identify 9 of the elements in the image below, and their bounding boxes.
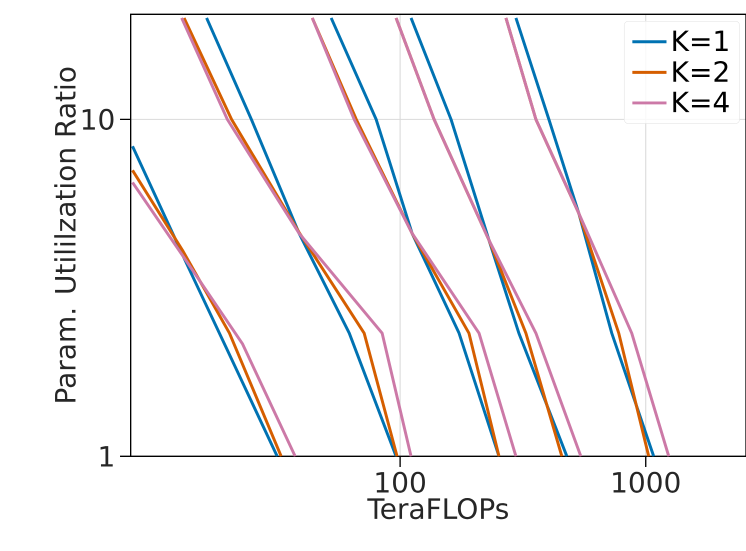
- y-tick-label: 1: [100, 446, 113, 467]
- legend-label: K=1: [673, 30, 728, 51]
- x-tick-label: 1000: [613, 472, 680, 493]
- y-tick-label: 10: [82, 108, 114, 130]
- y-axis-title: Param. Utililzation Ratio: [54, 68, 76, 402]
- x-tick-label: 100: [376, 472, 425, 493]
- x-axis-title: TeraFLOPs: [367, 498, 508, 520]
- legend-label: K=4: [673, 92, 729, 112]
- legend-label: K=2: [673, 60, 728, 82]
